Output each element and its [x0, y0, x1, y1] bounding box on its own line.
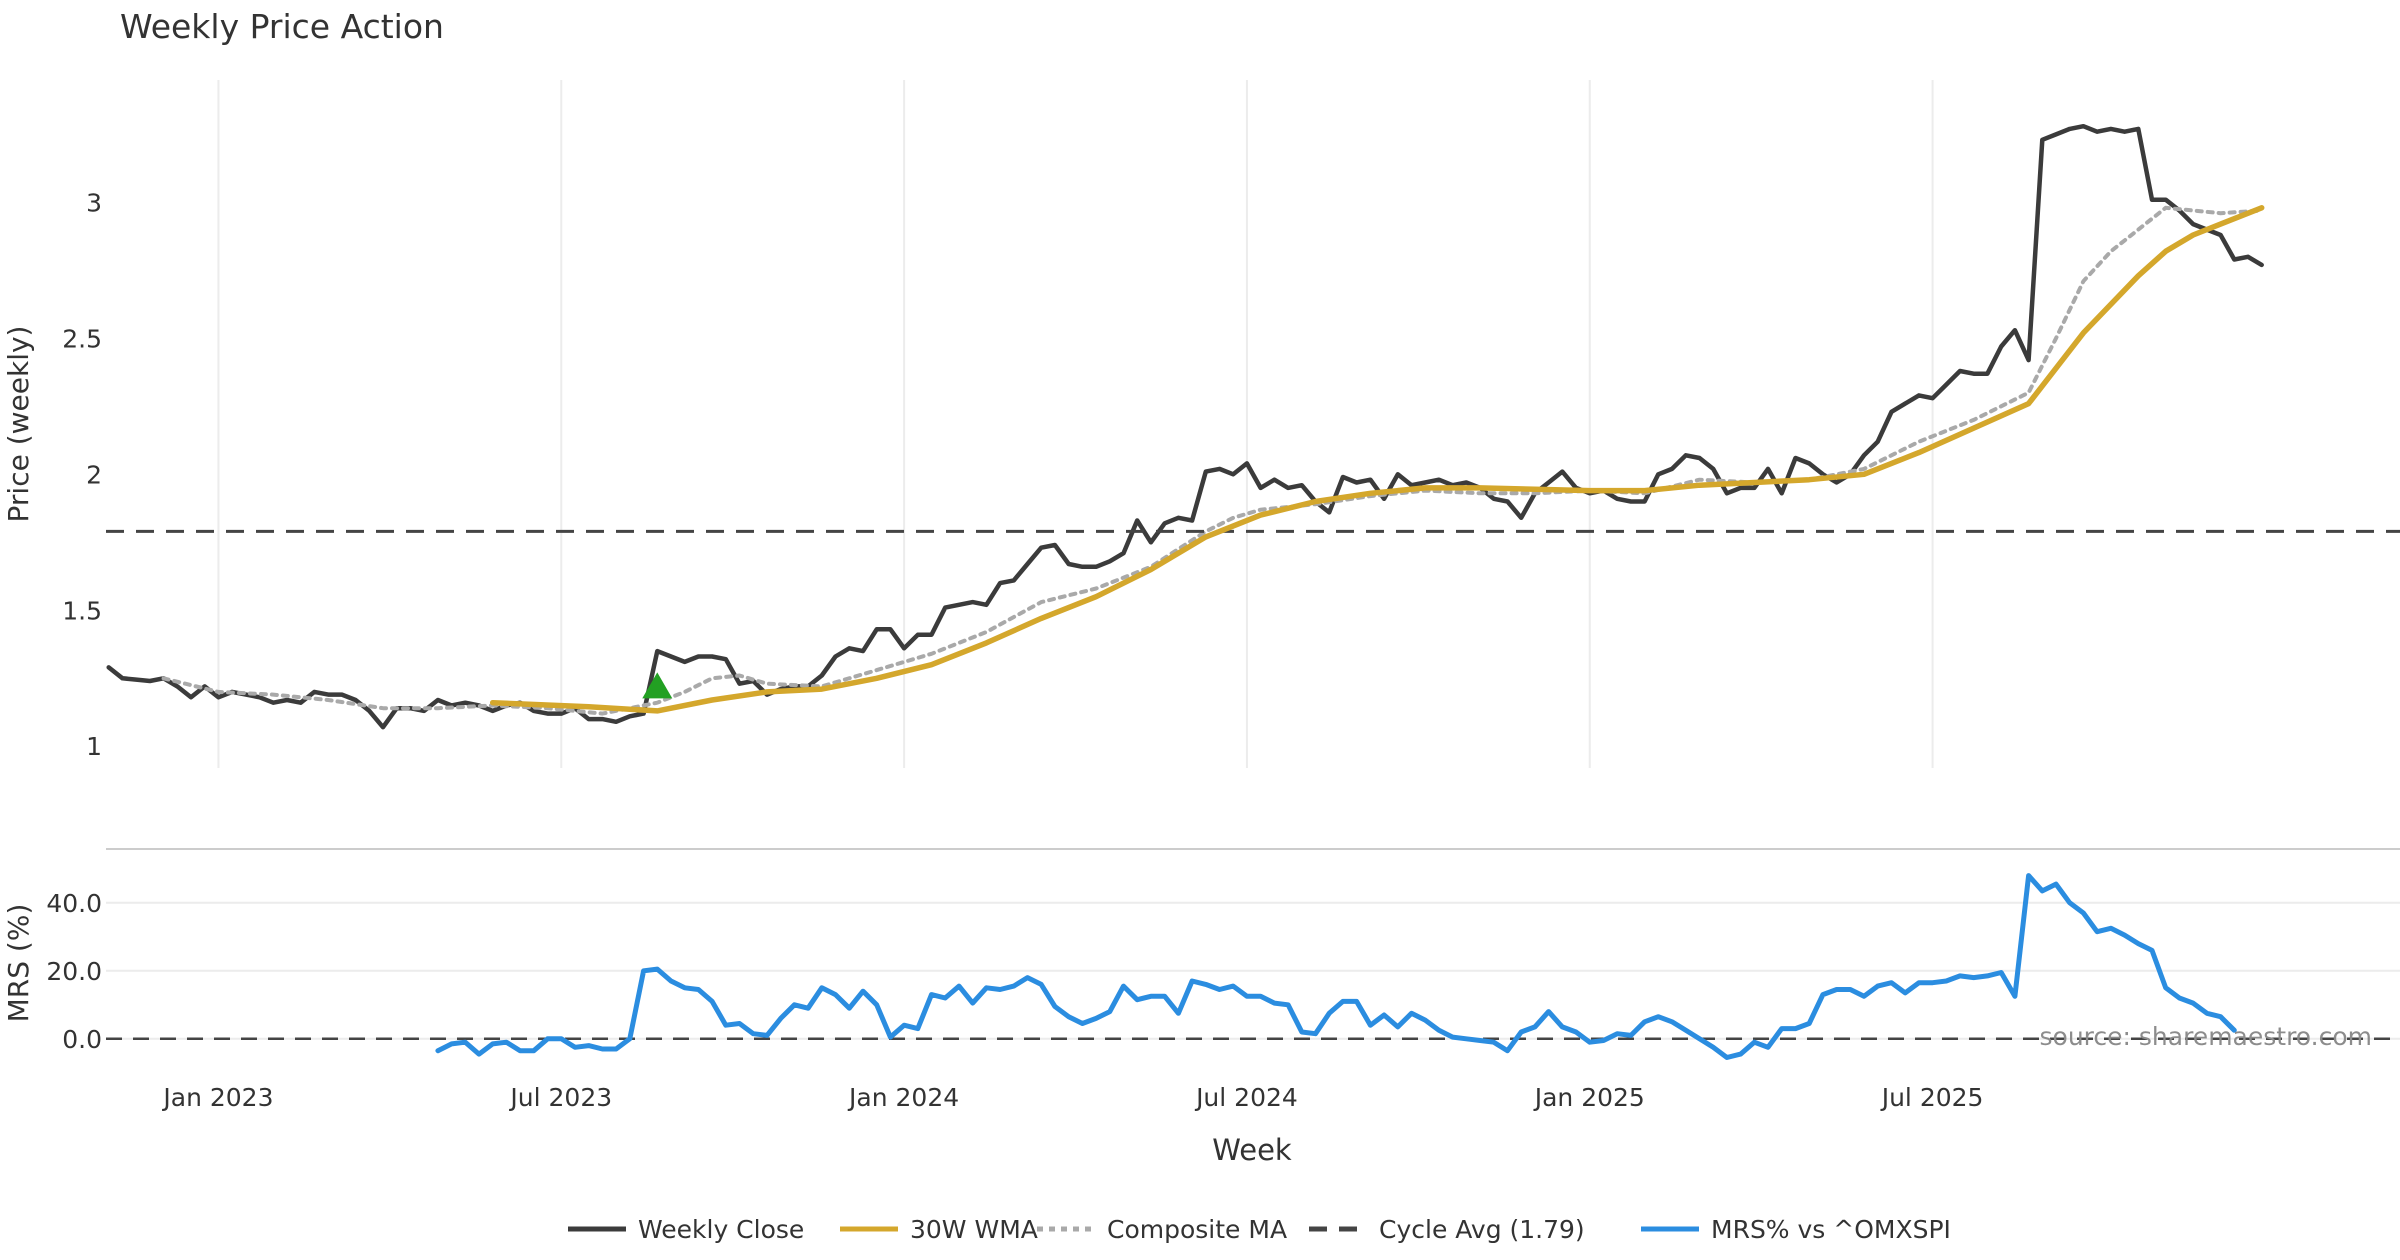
mrs-y-tick-label: 20.0	[46, 957, 102, 986]
legend-item-mrs-vs-omxspi: MRS% vs ^OMXSPI	[1641, 1215, 1951, 1244]
x-tick-label: Jul 2025	[1880, 1083, 1984, 1112]
series-30w-wma	[489, 205, 2265, 714]
series-weekly-close	[106, 123, 2264, 730]
legend-item-cycle-avg-1-79: Cycle Avg (1.79)	[1309, 1215, 1585, 1244]
price-y-ticks: 1 1.5 2 2.5 3	[62, 188, 102, 761]
legend-label: MRS% vs ^OMXSPI	[1711, 1215, 1951, 1244]
series-composite-ma	[161, 205, 2264, 716]
price-markers	[642, 672, 673, 699]
buy-signal-marker	[642, 672, 673, 699]
x-axis-label: Week	[1212, 1133, 1292, 1167]
price-y-tick-label: 1.5	[62, 596, 102, 625]
x-tick-label: Jul 2024	[1194, 1083, 1298, 1112]
price-y-tick-label: 2	[86, 460, 102, 489]
legend-item-weekly-close: Weekly Close	[568, 1215, 804, 1244]
legend: Weekly Close 30W WMA Composite MA Cycle Avg…	[568, 1215, 1951, 1244]
legend-label: Composite MA	[1107, 1215, 1287, 1244]
x-tick-label: Jul 2023	[508, 1083, 612, 1112]
legend-label: Cycle Avg (1.79)	[1379, 1215, 1585, 1244]
x-tick-label: Jan 2025	[1533, 1083, 1645, 1112]
legend-item-composite-ma: Composite MA	[1037, 1215, 1287, 1244]
price-panel-gridlines	[217, 80, 1934, 768]
x-axis-ticks: Jan 2023 Jul 2023 Jan 2024 Jul 2024 Jan 2025…	[161, 1083, 1983, 1112]
mrs-series	[106, 873, 2400, 1060]
price-y-tick-label: 1	[86, 732, 102, 761]
price-series	[106, 123, 2400, 730]
source-watermark: source: sharemaestro.com	[2040, 1022, 2373, 1051]
legend-label: Weekly Close	[638, 1215, 804, 1244]
x-tick-label: Jan 2024	[847, 1083, 959, 1112]
mrs-panel-gridlines	[106, 901, 2400, 1040]
mrs-y-tick-label: 40.0	[46, 889, 102, 918]
mrs-y-ticks: 0.0 20.0 40.0	[46, 889, 102, 1054]
mrs-y-axis-label: MRS (%)	[2, 904, 35, 1023]
series-mrs-vs-omxspi	[435, 873, 2237, 1060]
mrs-y-tick-label: 0.0	[62, 1025, 102, 1054]
x-tick-label: Jan 2023	[161, 1083, 273, 1112]
legend-item-30w-wma: 30W WMA	[840, 1215, 1038, 1244]
chart-title: Weekly Price Action	[120, 7, 444, 46]
price-y-tick-label: 2.5	[62, 324, 102, 353]
legend-label: 30W WMA	[910, 1215, 1038, 1244]
price-y-axis-label: Price (weekly)	[2, 326, 35, 523]
price-y-tick-label: 3	[86, 188, 102, 217]
